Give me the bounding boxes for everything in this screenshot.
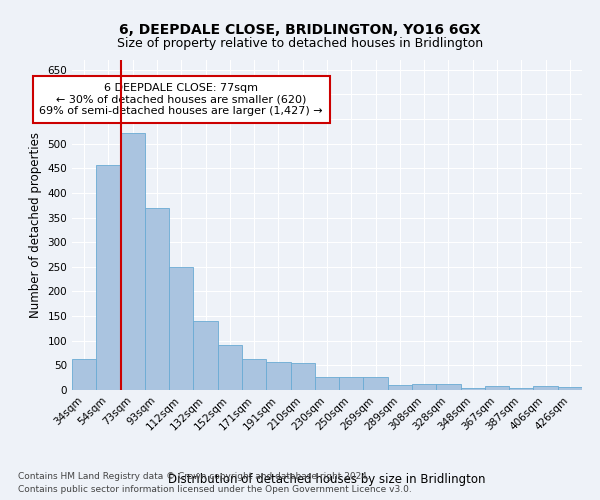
Bar: [218, 344, 242, 390]
Bar: [388, 385, 412, 390]
Text: Contains HM Land Registry data © Crown copyright and database right 2024.: Contains HM Land Registry data © Crown c…: [18, 472, 370, 481]
Bar: [558, 387, 582, 390]
Bar: [533, 386, 558, 390]
Bar: [364, 377, 388, 390]
Bar: [242, 360, 266, 390]
Bar: [96, 166, 121, 390]
Bar: [169, 268, 193, 390]
Text: Size of property relative to detached houses in Bridlington: Size of property relative to detached ho…: [117, 38, 483, 51]
Bar: [290, 363, 315, 390]
Bar: [193, 321, 218, 390]
Bar: [121, 133, 145, 390]
Text: 6, DEEPDALE CLOSE, BRIDLINGTON, YO16 6GX: 6, DEEPDALE CLOSE, BRIDLINGTON, YO16 6GX: [119, 22, 481, 36]
Bar: [145, 208, 169, 390]
Text: Contains public sector information licensed under the Open Government Licence v3: Contains public sector information licen…: [18, 485, 412, 494]
Bar: [485, 386, 509, 390]
Y-axis label: Number of detached properties: Number of detached properties: [29, 132, 42, 318]
Bar: [339, 377, 364, 390]
Bar: [461, 388, 485, 390]
Text: 6 DEEPDALE CLOSE: 77sqm
← 30% of detached houses are smaller (620)
69% of semi-d: 6 DEEPDALE CLOSE: 77sqm ← 30% of detache…: [40, 83, 323, 116]
Bar: [436, 384, 461, 390]
Bar: [72, 360, 96, 390]
Bar: [315, 376, 339, 390]
Bar: [412, 384, 436, 390]
X-axis label: Distribution of detached houses by size in Bridlington: Distribution of detached houses by size …: [168, 474, 486, 486]
Bar: [509, 388, 533, 390]
Bar: [266, 362, 290, 390]
